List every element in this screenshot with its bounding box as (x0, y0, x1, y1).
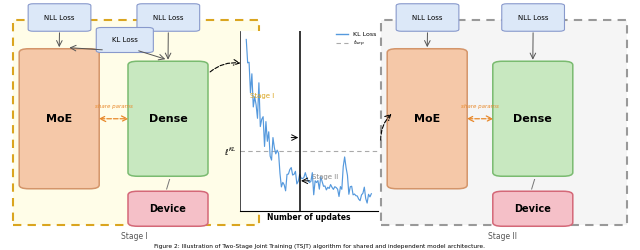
Text: NLL Loss: NLL Loss (44, 14, 75, 20)
FancyBboxPatch shape (19, 49, 99, 189)
Text: Device: Device (515, 204, 551, 214)
Text: Stage I: Stage I (250, 93, 275, 99)
X-axis label: Number of updates: Number of updates (267, 213, 351, 222)
FancyBboxPatch shape (128, 191, 208, 226)
Text: Figure 2: Illustration of Two-Stage Joint Training (TSJT) algorithm for shared a: Figure 2: Illustration of Two-Stage Join… (154, 244, 486, 249)
Polygon shape (13, 20, 259, 225)
Text: MoE: MoE (46, 114, 72, 124)
FancyBboxPatch shape (387, 49, 467, 189)
Text: $\ell^{KL}$: $\ell^{KL}$ (223, 145, 236, 158)
Text: Dense: Dense (148, 114, 188, 124)
Text: Stage II: Stage II (488, 232, 517, 241)
FancyBboxPatch shape (493, 61, 573, 176)
FancyBboxPatch shape (493, 191, 573, 226)
Text: share params: share params (461, 104, 499, 109)
Text: Stage II: Stage II (312, 174, 339, 180)
FancyBboxPatch shape (502, 4, 564, 31)
Text: Dense: Dense (513, 114, 552, 124)
Text: /: / (531, 177, 535, 190)
Text: Stage I: Stage I (121, 232, 148, 241)
FancyBboxPatch shape (396, 4, 459, 31)
Polygon shape (381, 20, 627, 225)
FancyBboxPatch shape (28, 4, 91, 31)
FancyBboxPatch shape (96, 28, 154, 52)
Text: MoE: MoE (414, 114, 440, 124)
Legend: KL Loss, $t_{sep}$: KL Loss, $t_{sep}$ (335, 31, 377, 51)
Text: NLL Loss: NLL Loss (153, 14, 184, 20)
Text: NLL Loss: NLL Loss (412, 14, 443, 20)
Text: KL Loss: KL Loss (112, 37, 138, 43)
FancyBboxPatch shape (137, 4, 200, 31)
FancyBboxPatch shape (128, 61, 208, 176)
Text: Device: Device (150, 204, 186, 214)
Text: NLL Loss: NLL Loss (518, 14, 548, 20)
Text: share params: share params (95, 104, 132, 109)
Text: /: / (166, 177, 170, 190)
